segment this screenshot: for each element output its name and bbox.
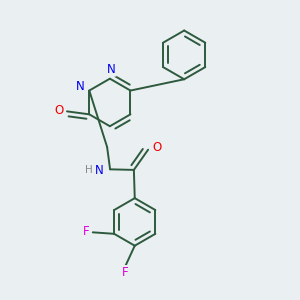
Text: F: F (83, 225, 89, 238)
Text: N: N (76, 80, 85, 94)
Text: O: O (54, 104, 63, 117)
Text: N: N (95, 164, 104, 177)
Text: O: O (152, 141, 162, 154)
Text: N: N (107, 63, 116, 76)
Text: F: F (122, 266, 129, 279)
Text: H: H (85, 165, 93, 175)
